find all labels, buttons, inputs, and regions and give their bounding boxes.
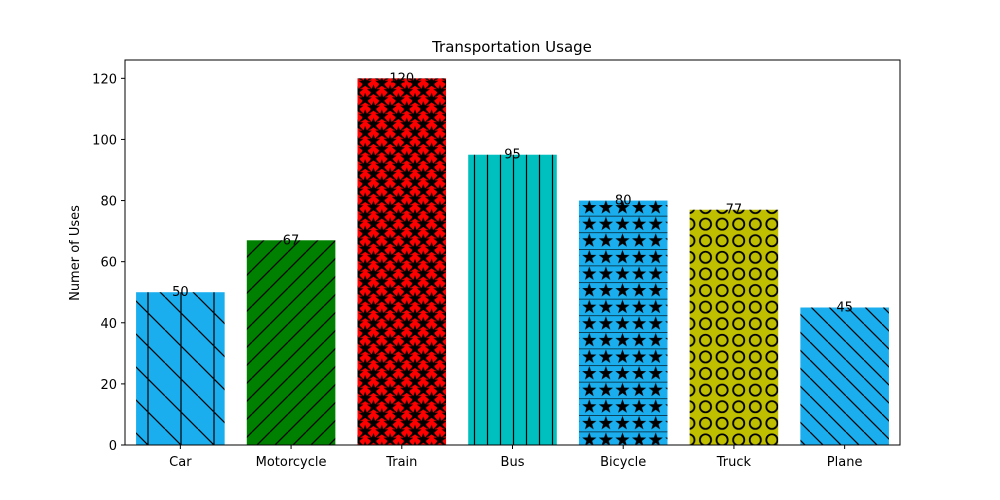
x-axis: Car Motorcycle Train Bus Bicycle Truck Plane (169, 445, 862, 470)
y-tick-label: 60 (100, 256, 117, 271)
x-tick-label-bicycle: Bicycle (600, 455, 646, 470)
x-tick-label-train: Train (385, 455, 417, 470)
x-tick-label-bus: Bus (501, 455, 525, 470)
data-label-train: 120 (389, 71, 414, 86)
data-label-car: 50 (172, 285, 189, 300)
bars-group (136, 78, 889, 445)
bar-bicycle (578, 200, 668, 445)
y-tick-label: 120 (92, 72, 117, 87)
bar-truck (689, 209, 779, 445)
x-tick-label-truck: Truck (716, 455, 752, 470)
bar-motorcycle (246, 240, 336, 445)
y-axis: 0 20 40 60 80 100 120 (92, 72, 125, 454)
data-label-plane: 45 (836, 301, 853, 316)
y-tick-label: 80 (100, 195, 117, 210)
y-tick-label: 20 (100, 378, 117, 393)
x-tick-label-car: Car (169, 455, 192, 470)
x-tick-label-motorcycle: Motorcycle (256, 455, 327, 470)
y-axis-label: Numer of Uses (68, 205, 83, 301)
bar-plane (800, 307, 889, 445)
plot-frame (124, 59, 901, 446)
chart-title: Transportation Usage (431, 38, 592, 56)
y-tick-label: 40 (100, 317, 117, 332)
bar-car (136, 292, 225, 445)
bar-bus (468, 154, 557, 445)
y-tick-label: 0 (109, 439, 117, 454)
x-tick-label-plane: Plane (827, 455, 863, 470)
data-label-bus: 95 (504, 148, 521, 163)
bar-train (357, 78, 447, 445)
data-label-bicycle: 80 (615, 194, 632, 209)
y-tick-label: 100 (92, 133, 117, 148)
data-labels-group: 50 67 120 95 80 77 45 (172, 71, 853, 315)
data-label-truck: 77 (726, 203, 743, 218)
data-label-motorcycle: 67 (283, 233, 300, 248)
